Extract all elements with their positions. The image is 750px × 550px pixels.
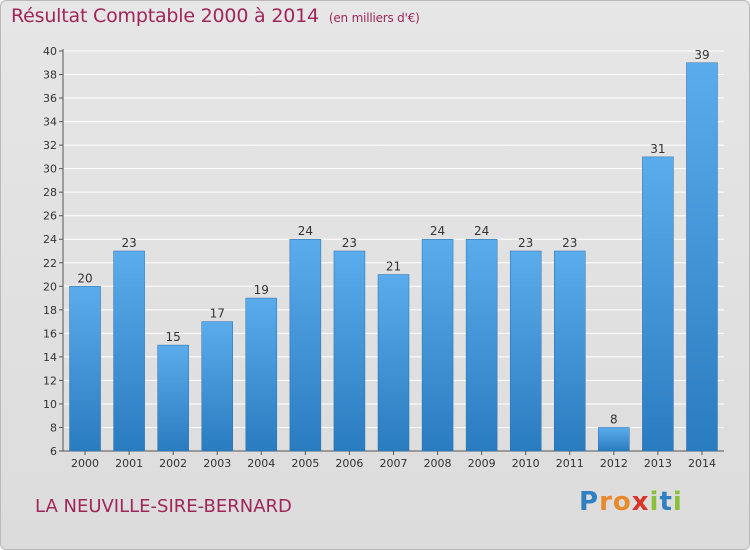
data-label: 17 <box>210 307 225 321</box>
data-label: 19 <box>254 283 269 297</box>
logo-letter: i <box>649 487 660 517</box>
x-tick-label: 2003 <box>203 457 231 470</box>
x-tick-label: 2009 <box>468 457 496 470</box>
bar <box>554 250 586 452</box>
data-label: 20 <box>77 271 92 285</box>
data-label: 23 <box>518 236 533 250</box>
proxiti-logo: Proxiti <box>579 487 683 517</box>
y-tick-label: 10 <box>43 398 57 411</box>
y-tick-label: 36 <box>43 92 57 105</box>
y-tick-label: 22 <box>43 257 57 270</box>
bar <box>598 427 630 452</box>
data-label: 24 <box>430 224 445 238</box>
y-tick-label: 20 <box>43 280 57 293</box>
logo-letter: x <box>631 487 650 517</box>
y-tick-label: 6 <box>50 445 57 458</box>
data-label: 23 <box>342 236 357 250</box>
logo-letter: r <box>599 487 613 517</box>
y-tick-label: 12 <box>43 374 57 387</box>
bar <box>113 250 145 452</box>
x-tick-label: 2005 <box>291 457 319 470</box>
bar <box>509 250 542 452</box>
bar <box>465 238 498 452</box>
data-label: 15 <box>166 330 181 344</box>
data-label: 23 <box>121 236 136 250</box>
y-tick-label: 28 <box>43 186 57 199</box>
bar <box>69 286 101 452</box>
y-tick-label: 34 <box>43 116 57 129</box>
commune-name: LA NEUVILLE-SIRE-BERNARD <box>35 496 292 517</box>
bar <box>201 321 233 452</box>
logo-letter: i <box>672 487 683 517</box>
y-tick-label: 16 <box>43 327 57 340</box>
x-tick-label: 2002 <box>159 457 187 470</box>
bar <box>289 238 322 452</box>
data-label: 24 <box>298 224 313 238</box>
bar <box>377 274 410 452</box>
data-label: 21 <box>386 260 401 274</box>
y-tick-label: 8 <box>50 421 57 434</box>
y-tick-label: 14 <box>43 351 57 364</box>
logo-letter: t <box>659 487 673 517</box>
data-label: 24 <box>474 224 489 238</box>
y-tick-label: 32 <box>43 139 57 152</box>
y-tick-label: 18 <box>43 304 57 317</box>
logo-letter: o <box>612 487 632 517</box>
data-label: 23 <box>562 236 577 250</box>
chart-title: Résultat Comptable 2000 à 2014 (en millie… <box>11 5 420 27</box>
x-tick-label: 2006 <box>335 457 363 470</box>
subtitle-text: (en milliers d'€) <box>328 11 420 25</box>
bars <box>69 62 718 452</box>
x-tick-label: 2010 <box>512 457 540 470</box>
x-tick-label: 2000 <box>71 457 99 470</box>
x-tick-label: 2007 <box>380 457 408 470</box>
data-label: 39 <box>694 48 709 62</box>
bar <box>157 344 189 452</box>
y-tick-label: 38 <box>43 69 57 82</box>
bar <box>686 62 718 452</box>
y-tick-label: 24 <box>43 233 57 246</box>
x-tick-label: 2008 <box>424 457 452 470</box>
logo-letter: P <box>579 487 600 517</box>
x-tick-label: 2004 <box>247 457 275 470</box>
x-tick-label: 2001 <box>115 457 143 470</box>
tick-labels: 6 8 10 12 14 16 18 20 22 24 26 28 30 32 34 36 38 40 2000 20… <box>43 45 716 470</box>
data-labels: 20 23 15 17 19 24 23 21 24 24 23 23 8 31 39 <box>77 48 709 427</box>
y-tick-label: 40 <box>43 45 57 58</box>
data-label: 31 <box>650 142 665 156</box>
bar <box>333 250 366 452</box>
title-text: Résultat Comptable 2000 à 2014 <box>11 5 319 27</box>
y-tick-label: 30 <box>43 163 57 176</box>
bar <box>245 297 278 452</box>
x-tick-label: 2012 <box>600 457 628 470</box>
x-tick-label: 2011 <box>556 457 584 470</box>
bar <box>421 238 454 452</box>
x-tick-label: 2014 <box>688 457 716 470</box>
data-label: 8 <box>610 412 618 426</box>
x-tick-label: 2013 <box>644 457 672 470</box>
bar <box>642 156 674 452</box>
y-tick-label: 26 <box>43 210 57 223</box>
